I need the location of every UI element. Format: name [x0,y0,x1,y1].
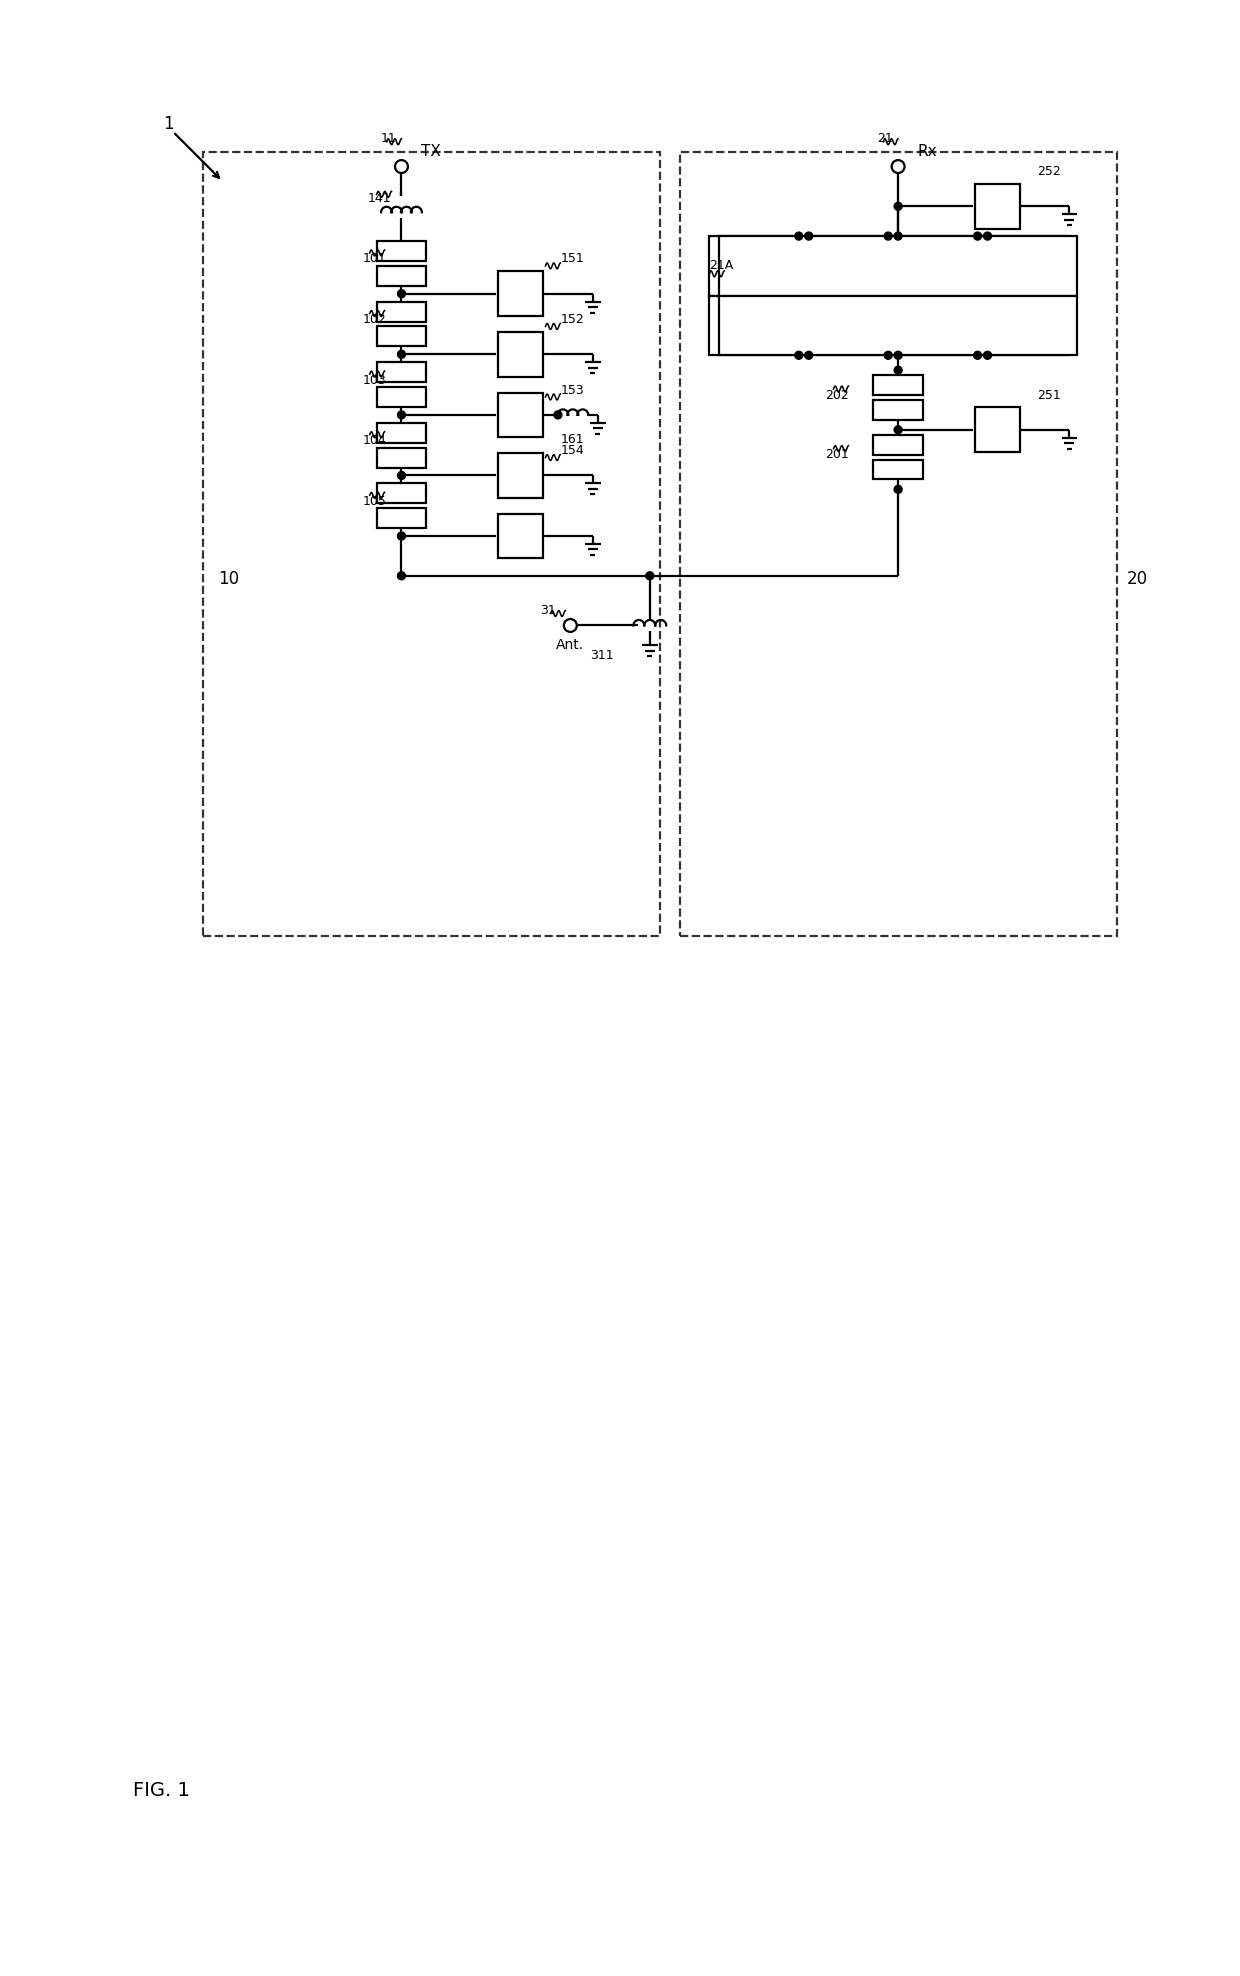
Bar [203,152,660,937]
Text: 251: 251 [1037,389,1061,401]
Circle shape [805,352,812,360]
Text: 311: 311 [590,648,614,662]
Text: 151: 151 [560,253,584,265]
Bar [377,387,427,407]
Text: Ant.: Ant. [557,638,584,652]
Bar [377,423,427,443]
Circle shape [398,411,405,419]
Bar [377,484,427,504]
Circle shape [973,231,982,239]
Bar [498,271,543,316]
Bar [719,235,1076,296]
Circle shape [398,571,405,579]
Text: 21A: 21A [709,259,734,273]
Bar [680,152,1117,937]
Bar [377,326,427,346]
Circle shape [973,352,982,360]
Text: 10: 10 [218,569,239,587]
Bar [975,184,1019,229]
Circle shape [894,486,901,494]
Text: 153: 153 [560,383,584,397]
Text: 20: 20 [1127,569,1148,587]
Circle shape [398,472,405,480]
Circle shape [398,532,405,539]
Circle shape [894,231,901,239]
Text: TX: TX [422,144,441,160]
Text: Rx: Rx [918,144,937,160]
Circle shape [795,231,802,239]
Text: 252: 252 [1037,166,1061,178]
Circle shape [983,352,992,360]
Bar [873,375,923,395]
Circle shape [894,366,901,373]
Text: 201: 201 [825,449,848,460]
Text: 154: 154 [560,445,584,456]
Text: 105: 105 [363,494,387,508]
Circle shape [805,231,812,239]
Circle shape [884,352,892,360]
Text: 31: 31 [539,605,556,617]
Bar [873,399,923,419]
Circle shape [983,231,992,239]
Bar [498,332,543,377]
Text: 202: 202 [825,389,848,401]
Text: 161: 161 [560,433,584,447]
Text: 11: 11 [381,132,397,146]
Circle shape [795,352,802,360]
Text: 104: 104 [363,435,387,447]
Bar [377,362,427,381]
Text: 152: 152 [560,312,584,326]
Circle shape [892,160,904,174]
Circle shape [398,350,405,358]
Text: 103: 103 [363,373,387,387]
Circle shape [398,290,405,298]
Text: 141: 141 [368,192,392,206]
Bar [377,241,427,261]
Circle shape [894,425,901,435]
Text: 21: 21 [878,132,893,146]
Bar [498,514,543,559]
Bar [709,296,1066,356]
Circle shape [894,352,901,360]
Circle shape [894,202,901,209]
Text: 101: 101 [363,253,387,265]
Circle shape [646,571,653,579]
Bar [377,449,427,468]
Circle shape [884,231,892,239]
Text: 102: 102 [363,312,387,326]
Circle shape [396,160,408,174]
Bar [498,453,543,498]
Circle shape [564,618,577,632]
Bar [498,393,543,437]
Text: 1: 1 [162,115,174,132]
Bar [709,235,1066,296]
Bar [719,296,1076,356]
Bar [377,267,427,287]
Text: FIG. 1: FIG. 1 [133,1780,190,1800]
Bar [873,460,923,480]
Bar [873,435,923,454]
Bar [377,508,427,528]
Circle shape [554,411,562,419]
Bar [975,407,1019,453]
Bar [377,302,427,322]
